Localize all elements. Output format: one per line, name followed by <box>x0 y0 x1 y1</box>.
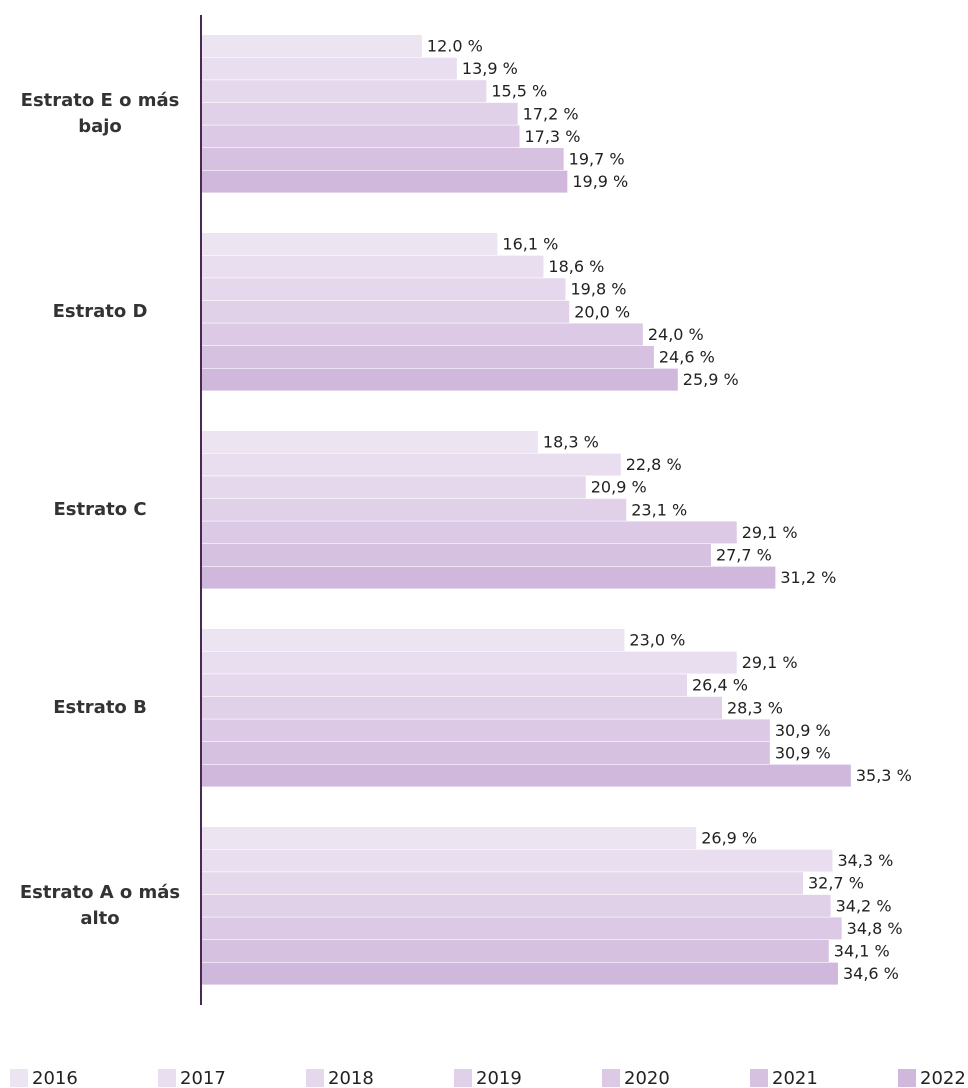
value-label: 30,9 % <box>775 721 831 740</box>
bar <box>201 940 829 962</box>
value-label: 22,8 % <box>626 455 682 474</box>
bar <box>201 431 538 453</box>
legend-label: 2018 <box>328 1068 374 1088</box>
category-label: Estrato A o más alto <box>19 882 181 930</box>
value-label: 23,0 % <box>629 631 685 650</box>
bar <box>201 872 803 895</box>
bar <box>201 827 697 849</box>
value-label: 34,1 % <box>834 942 890 961</box>
category-label: Estrato E o más bajo <box>20 90 180 138</box>
value-label: 24,6 % <box>659 348 715 367</box>
bar <box>201 102 518 125</box>
value-label: 26,4 % <box>692 676 748 695</box>
value-label: 19,7 % <box>569 150 625 169</box>
bar <box>201 719 770 742</box>
value-label: 28,3 % <box>727 698 783 717</box>
value-label: 20,0 % <box>574 302 630 321</box>
value-label: 34,8 % <box>847 919 903 938</box>
category-label: Estrato B <box>53 697 147 719</box>
bar <box>201 917 842 940</box>
legend-swatch <box>10 1069 28 1087</box>
legend-label: 2016 <box>32 1068 78 1088</box>
legend-label: 2019 <box>476 1068 522 1088</box>
value-label: 12.0 % <box>427 37 483 56</box>
bar <box>201 849 833 872</box>
value-label: 34,6 % <box>843 964 899 983</box>
value-label: 29,1 % <box>742 523 798 542</box>
value-label: 25,9 % <box>683 370 739 389</box>
category-label: Estrato D <box>52 301 148 323</box>
bar <box>201 80 487 103</box>
legend-swatch <box>306 1069 324 1087</box>
bar <box>201 894 831 917</box>
bar <box>201 300 570 323</box>
bar <box>201 368 678 391</box>
bar <box>201 323 643 346</box>
bar <box>201 764 851 787</box>
bar <box>201 544 711 566</box>
legend-swatch <box>602 1069 620 1087</box>
bar <box>201 521 737 544</box>
bar <box>201 696 722 719</box>
bar <box>201 498 627 521</box>
value-label: 17,2 % <box>523 104 579 123</box>
value-label: 34,3 % <box>837 851 893 870</box>
bar <box>201 255 544 278</box>
legend-swatch <box>750 1069 768 1087</box>
value-label: 18,3 % <box>543 433 599 452</box>
bar <box>201 278 566 301</box>
value-label: 31,2 % <box>780 568 836 587</box>
value-label: 29,1 % <box>742 653 798 672</box>
value-label: 18,6 % <box>548 257 604 276</box>
bar <box>201 57 457 80</box>
bar <box>201 629 625 651</box>
bar <box>201 476 586 499</box>
value-label: 35,3 % <box>856 766 912 785</box>
legend-swatch <box>158 1069 176 1087</box>
legend-swatch <box>454 1069 472 1087</box>
bar <box>201 233 498 255</box>
value-label: 19,8 % <box>571 280 627 299</box>
value-label: 15,5 % <box>491 82 547 101</box>
bar <box>201 453 621 476</box>
bar <box>201 962 838 985</box>
bar <box>201 35 422 57</box>
value-label: 32,7 % <box>808 874 864 893</box>
bar <box>201 651 737 674</box>
value-label: 30,9 % <box>775 744 831 763</box>
bar <box>201 170 568 193</box>
bar <box>201 742 770 764</box>
value-label: 19,9 % <box>572 172 628 191</box>
bar <box>201 566 776 589</box>
value-label: 20,9 % <box>591 478 647 497</box>
legend-label: 2020 <box>624 1068 670 1088</box>
value-label: 26,9 % <box>701 829 757 848</box>
value-label: 24,0 % <box>648 325 704 344</box>
value-label: 16,1 % <box>502 235 558 254</box>
category-label: Estrato C <box>53 499 147 521</box>
value-label: 23,1 % <box>631 500 687 519</box>
value-label: 27,7 % <box>716 546 772 565</box>
bar <box>201 674 688 697</box>
bar <box>201 346 654 368</box>
legend-label: 2017 <box>180 1068 226 1088</box>
bar <box>201 148 564 170</box>
legend-label: 2022 <box>920 1068 966 1088</box>
bar <box>201 125 520 148</box>
value-label: 17,3 % <box>524 127 580 146</box>
legend-swatch <box>898 1069 916 1087</box>
value-label: 13,9 % <box>462 59 518 78</box>
legend-label: 2021 <box>772 1068 818 1088</box>
value-label: 34,2 % <box>836 896 892 915</box>
